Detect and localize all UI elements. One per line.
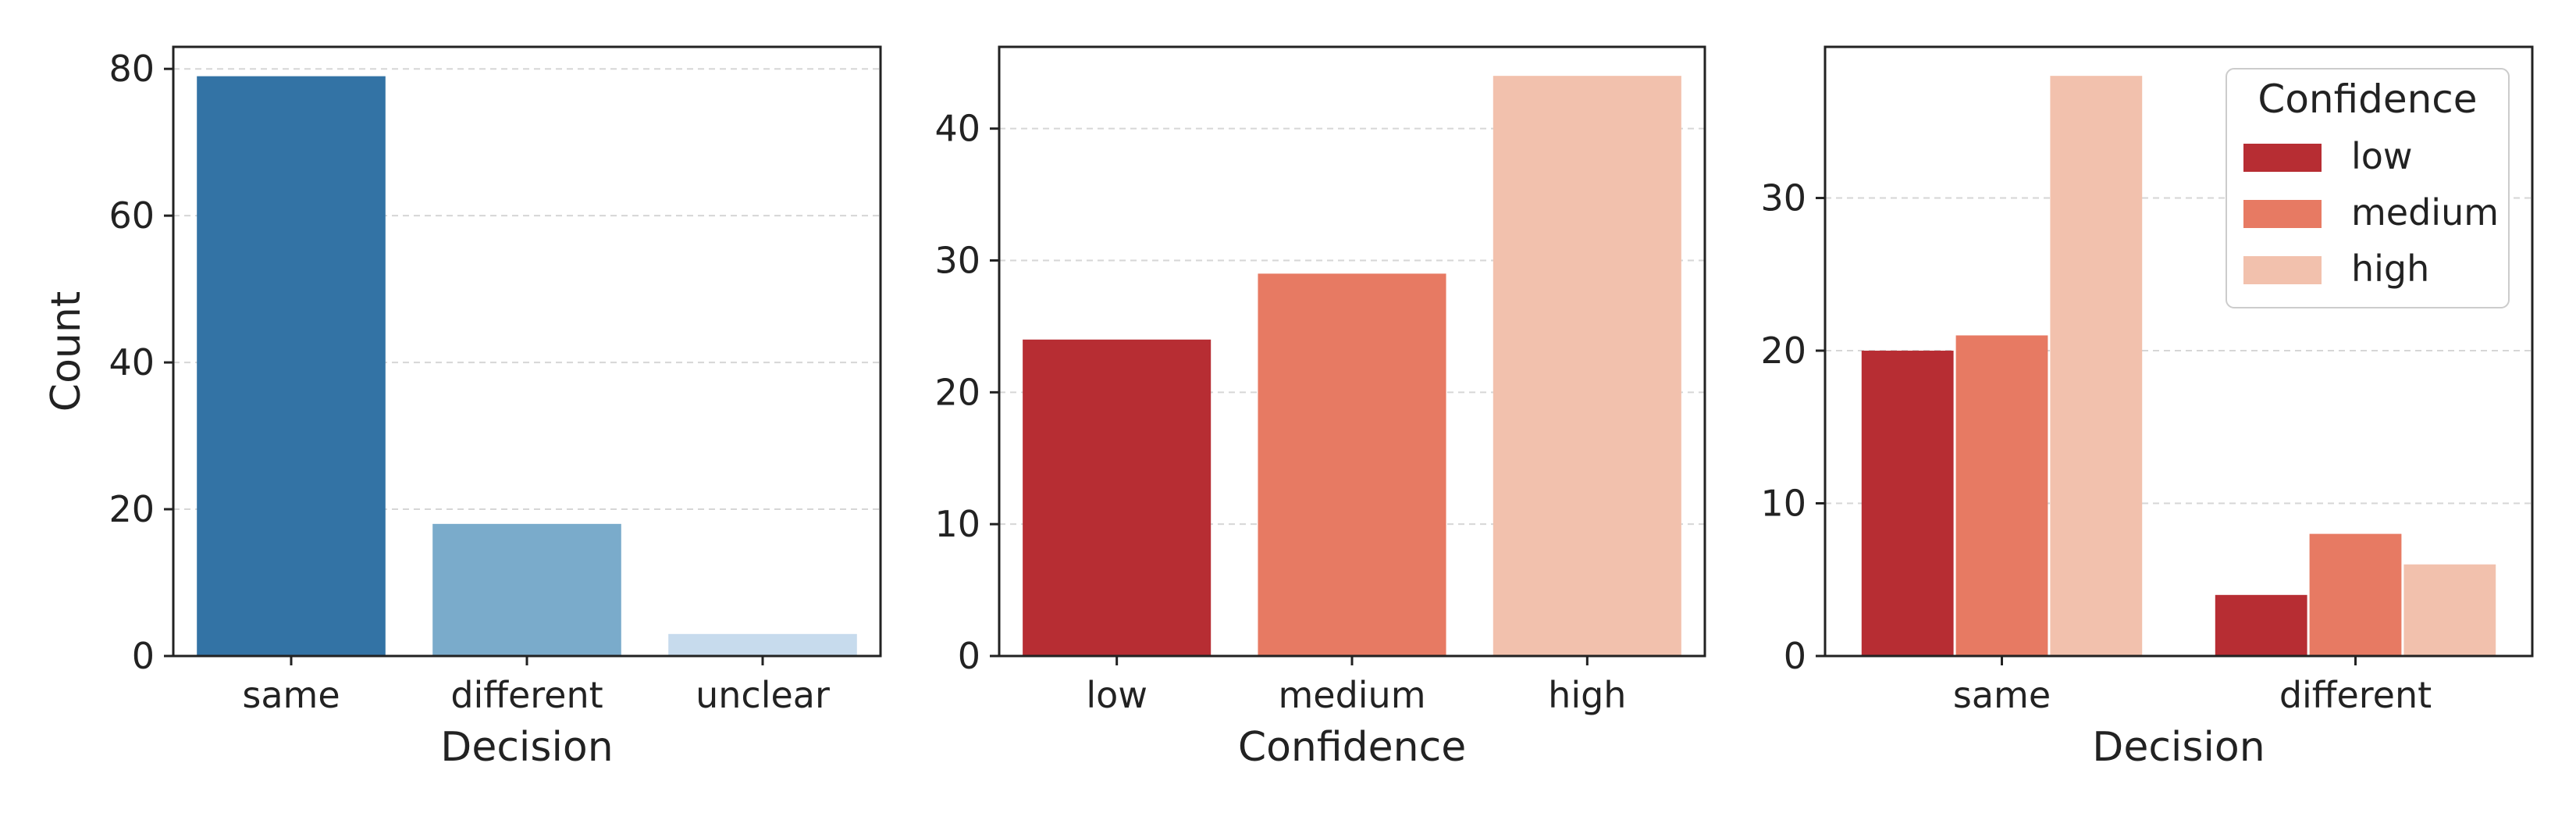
x-tick-label: same (1953, 674, 2051, 716)
bar-high (1493, 76, 1681, 656)
legend-label-low: low (2351, 135, 2413, 177)
legend-swatch-high (2243, 256, 2322, 284)
y-tick-label: 80 (109, 48, 155, 90)
bar-same-low (1861, 351, 1954, 656)
x-tick-label: different (2279, 674, 2432, 716)
y-tick-label: 0 (958, 635, 980, 677)
x-axis-label: Decision (2092, 724, 2265, 771)
bar-different-high (2403, 564, 2496, 656)
legend-label-high: high (2351, 248, 2429, 290)
bar-unclear (668, 633, 857, 656)
y-tick-label: 20 (1760, 330, 1806, 372)
y-tick-label: 10 (1760, 483, 1806, 525)
y-tick-label: 20 (109, 488, 155, 530)
legend-box (2226, 68, 2510, 308)
x-tick-label: low (1086, 674, 1147, 716)
bar-different (432, 523, 621, 656)
bar-same (197, 76, 386, 657)
x-tick-label: medium (1278, 674, 1425, 716)
legend-swatch-medium (2243, 200, 2322, 228)
x-axis-label: Confidence (1238, 724, 1466, 771)
y-tick-label: 30 (934, 240, 980, 282)
bar-same-high (2050, 76, 2143, 656)
chart-panel-3: 0 10 20 30 same different Decision Confidence lo… (1760, 45, 2534, 771)
bar-same-medium (1955, 335, 2048, 656)
chart-panel-1: 0 20 40 60 80 same different unclear Decision Cou… (43, 45, 882, 771)
x-tick-label: high (1548, 674, 1626, 716)
y-axis-label: Count (43, 291, 90, 412)
legend-title: Confidence (2258, 77, 2477, 122)
y-tick-label: 0 (132, 635, 155, 677)
x-tick-label: different (450, 674, 603, 716)
y-tick-label: 20 (934, 371, 980, 413)
x-tick-label: unclear (696, 674, 830, 716)
y-tick-label: 0 (1784, 635, 1806, 677)
chart-panel-2: 0 10 20 30 40 low medium high Confidence (934, 45, 1706, 771)
legend: Confidence low medium high (2226, 68, 2510, 308)
bar-low (1023, 339, 1212, 656)
y-tick-label: 60 (109, 194, 155, 237)
bar-medium (1258, 273, 1446, 656)
x-tick-label: same (242, 674, 340, 716)
y-tick-label: 40 (109, 341, 155, 383)
legend-swatch-low (2243, 144, 2322, 172)
y-tick-label: 30 (1760, 177, 1806, 219)
y-tick-label: 40 (934, 108, 980, 150)
bar-different-medium (2309, 533, 2402, 656)
bar-different-low (2215, 594, 2307, 656)
y-tick-label: 10 (934, 503, 980, 545)
x-axis-label: Decision (440, 724, 613, 771)
legend-label-medium: medium (2351, 191, 2499, 234)
